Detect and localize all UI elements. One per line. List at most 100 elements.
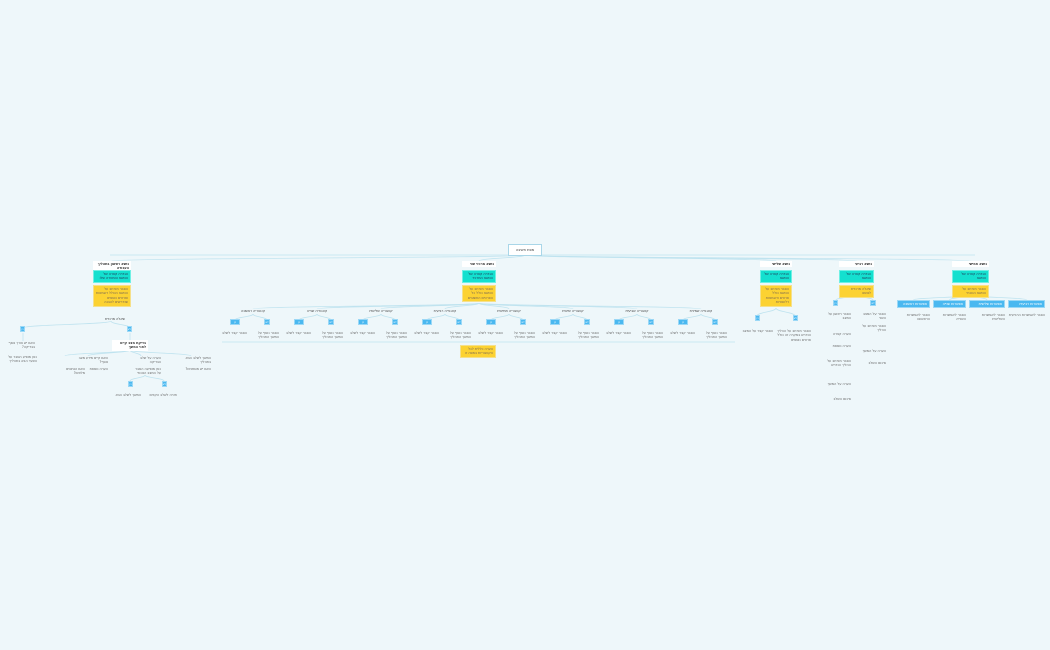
answer-text: הסבר נוסף על המשך התהליך xyxy=(641,331,663,340)
option-box[interactable]: אפשרות שלישית xyxy=(969,300,1005,309)
answer-text: הסבר קצר לשלב xyxy=(542,331,567,335)
list-text: סיכום השלב xyxy=(868,361,886,365)
answer-text: הסבר נוסף על המשך התהליך xyxy=(257,331,279,340)
no-tag[interactable]: לא xyxy=(264,319,270,325)
child-text: האם יש מסמכים? xyxy=(185,367,211,371)
child-text: האם הנתונים מלאים? xyxy=(66,367,85,376)
list-text: הסבר מורחב על ההליך הנדרש xyxy=(827,359,851,368)
answer-text: האם יש צורך נוסף בבדיקה? xyxy=(8,341,35,350)
child-text: הערה נוספת xyxy=(89,367,108,371)
branch-note[interactable]: הסבר מורחב על הנושא הנוכחי xyxy=(952,285,989,298)
no-tag[interactable]: לא xyxy=(712,319,718,325)
no-tag[interactable]: לא xyxy=(456,319,462,325)
branch-definition[interactable]: הגדרה קצרה של הנושא xyxy=(760,270,792,283)
yes-tag[interactable]: כן xyxy=(358,319,368,325)
no-tag[interactable]: לא xyxy=(520,319,526,325)
connector xyxy=(524,254,971,262)
child-label: הערה על שלב הבדיקה xyxy=(140,356,161,365)
child-label: מצב xyxy=(78,356,85,360)
no-tag[interactable]: לא xyxy=(793,315,798,321)
yes-tag[interactable]: כן xyxy=(20,326,25,332)
answer-text: הסבר נוסף על המשך התהליך xyxy=(321,331,343,340)
general-note[interactable]: הערה כללית לכל הקטגוריות במפה זו xyxy=(460,345,496,358)
no-tag[interactable]: לא xyxy=(648,319,654,325)
branch-definition[interactable]: הגדרה קצרה של הנושא המרכזי xyxy=(462,270,496,283)
no-tag[interactable]: לא xyxy=(127,326,132,332)
answer-text: הסבר נוסף על המשך התהליך xyxy=(385,331,407,340)
connector xyxy=(478,302,702,310)
connector xyxy=(444,302,480,310)
branch-note[interactable]: הסבר מורחב על הנושא כולל פרטים ודוגמאות … xyxy=(760,285,792,307)
option-text: הסבר לאפשרות הרביעית xyxy=(1008,313,1045,317)
connector xyxy=(129,374,146,382)
branch-title[interactable]: נושא רביעי xyxy=(839,261,874,268)
no-tag[interactable]: לא xyxy=(870,300,876,306)
branch-title[interactable]: נושא ראשון בתהליך העבודה xyxy=(93,261,131,272)
answer-text: הסבר נוסף על המשך התהליך xyxy=(577,331,599,340)
yes-tag[interactable]: כן xyxy=(614,319,624,325)
branch-title[interactable]: נושא שלישי xyxy=(760,261,792,268)
branch-definition[interactable]: הגדרה קצרה של הנושא והמטרה שלו xyxy=(93,270,131,283)
answer-text: הסבר קצר לשלב xyxy=(286,331,311,335)
yes-tag[interactable]: כן xyxy=(550,319,560,325)
branch-note[interactable]: שאלה מרכזית לנושא xyxy=(839,285,874,298)
answer-text: הסבר קצר לשלב xyxy=(414,331,439,335)
yes-tag[interactable]: כן xyxy=(128,381,133,387)
sub-title[interactable]: בדיקת מצב קיים לפני המשך xyxy=(112,340,148,351)
list-text: הסבר מורחב על ההליך xyxy=(862,324,886,333)
no-tag[interactable]: לא xyxy=(328,319,334,325)
answer-text: הסבר קצר לשלב xyxy=(606,331,631,335)
child-label: האם קיים מידע נוסף? xyxy=(85,356,108,365)
option-text: הסבר לאפשרות הראשונה xyxy=(906,313,930,322)
option-box[interactable]: אפשרות רביעית xyxy=(1008,300,1045,309)
list-text: הערה על המשך xyxy=(827,382,851,386)
list-text: הערה נוספת xyxy=(832,344,851,348)
child-label: המשך לשלב הבא בתהליך xyxy=(185,356,211,365)
option-text: הסבר לאפשרות השנייה xyxy=(942,313,966,322)
answer-text: הסבר קצר על המצב xyxy=(742,329,773,333)
branch-note[interactable]: הסבר מורחב על הנושא הכולל דוגמאות ופרטים… xyxy=(93,285,131,307)
yes-tag[interactable]: כן xyxy=(833,300,838,306)
connector xyxy=(22,320,112,329)
answer-text: הסבר נוסף על המשך התהליך xyxy=(449,331,471,340)
yes-tag[interactable]: כן xyxy=(755,315,760,321)
no-tag[interactable]: לא xyxy=(392,319,398,325)
answer-text: הסבר נוסף על המשך התהליך xyxy=(705,331,727,340)
yes-tag[interactable]: כן xyxy=(486,319,496,325)
group-label: קטגוריה שלישית xyxy=(369,309,393,313)
group-label: קטגוריה שביעית xyxy=(625,309,649,313)
branch-note[interactable]: הסבר מורחב על הנושא כולל כל הפרטים החשוב… xyxy=(462,285,496,303)
root-node[interactable]: מפת חשיבה xyxy=(508,244,542,257)
yes-tag[interactable]: כן xyxy=(422,319,432,325)
yes-tag[interactable]: כן xyxy=(230,319,240,325)
answer-text: חזרה לשלב הקודם xyxy=(149,393,177,397)
branch-definition[interactable]: הגדרה קצרה של הנושא xyxy=(952,270,989,283)
connector xyxy=(380,302,480,310)
no-tag[interactable]: לא xyxy=(584,319,590,325)
connector xyxy=(478,302,574,310)
option-box[interactable]: אפשרות שנייה xyxy=(933,300,966,309)
question-label: שאלה מרכזית xyxy=(104,317,125,321)
yes-tag[interactable]: כן xyxy=(294,319,304,325)
answer-text: הסבר קצר לשלב xyxy=(670,331,695,335)
answer-text: הסבר נוסף על המשך התהליך xyxy=(513,331,535,340)
list-text: סיכום השלב xyxy=(833,397,851,401)
answer-text: הסבר מורחב על ההליך הנדרש במקרה זה כולל … xyxy=(777,329,811,342)
list-text: הערה קצרה xyxy=(832,332,851,336)
child-text: כאן מופיעה הסבר על המצב הנוכחי xyxy=(135,367,161,376)
connector xyxy=(111,254,526,262)
connector xyxy=(524,254,857,262)
connector xyxy=(478,302,510,310)
list-text: הסבר ראשון על המצב xyxy=(828,312,851,321)
connector xyxy=(144,374,165,382)
option-box[interactable]: אפשרות ראשונה xyxy=(897,300,930,309)
branch-title[interactable]: נושא חמישי xyxy=(952,261,989,268)
yes-tag[interactable]: כן xyxy=(678,319,688,325)
no-tag[interactable]: לא xyxy=(162,381,167,387)
answer-text: המשך לשלב הבא xyxy=(115,393,141,397)
branch-title[interactable]: נושא מרכזי שני xyxy=(462,261,496,268)
group-label: קטגוריה ראשונה xyxy=(241,309,265,313)
group-label: קטגוריה שמינית xyxy=(689,309,713,313)
branch-definition[interactable]: הגדרה קצרה של הנושא xyxy=(839,270,874,283)
